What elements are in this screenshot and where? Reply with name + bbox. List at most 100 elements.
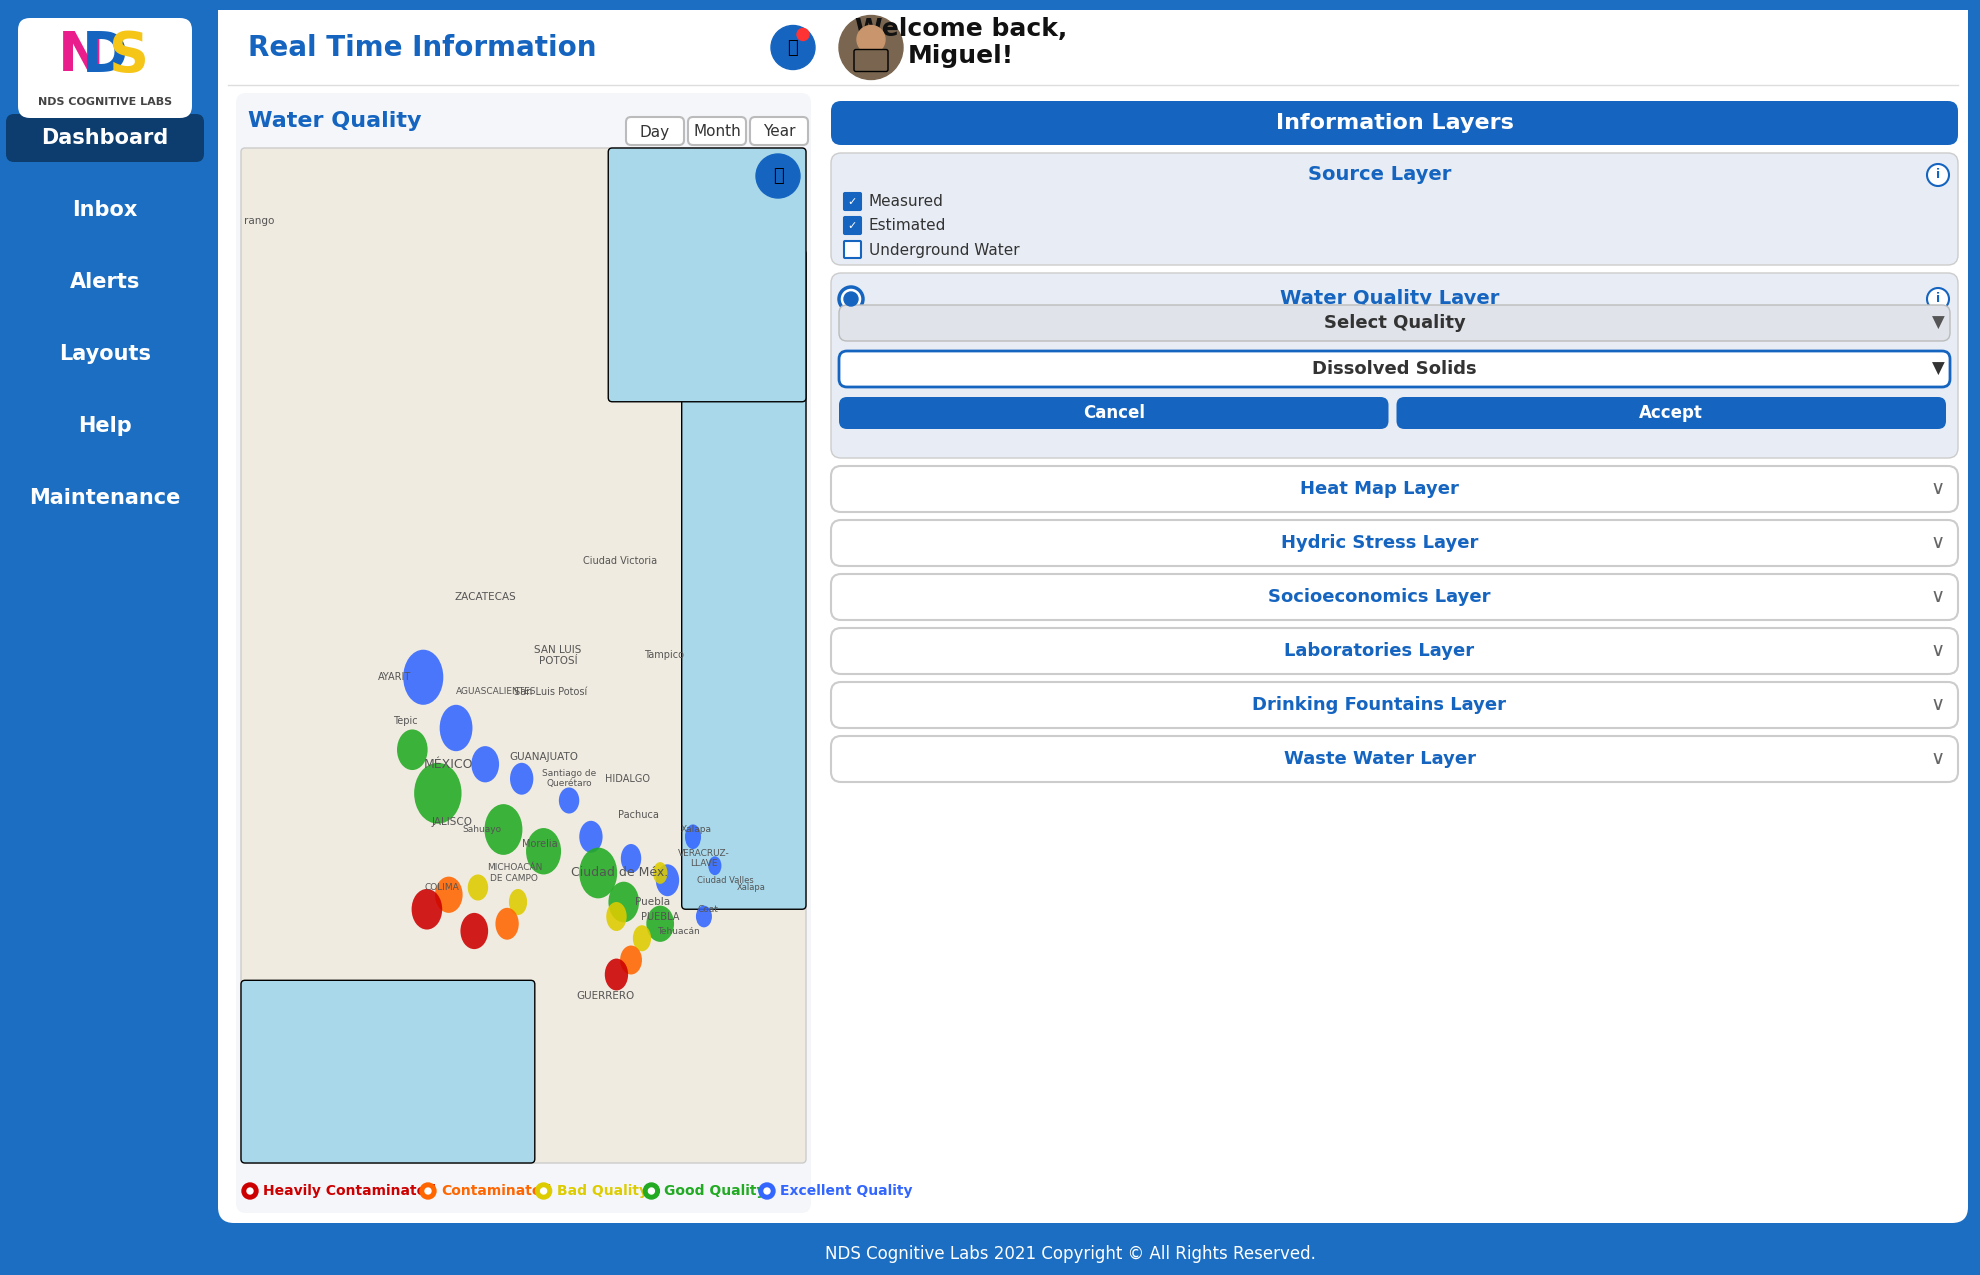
Bar: [0, 1233, 1980, 1275]
Text: HIDALGO: HIDALGO: [604, 774, 649, 784]
Circle shape: [242, 1183, 257, 1198]
Text: MICHOACÁN
DE CAMPO: MICHOACÁN DE CAMPO: [487, 863, 543, 882]
Text: Welcome back,
Miguel!: Welcome back, Miguel!: [855, 17, 1067, 69]
FancyBboxPatch shape: [750, 117, 808, 145]
Ellipse shape: [527, 827, 560, 875]
Text: Heavily Contaminated: Heavily Contaminated: [263, 1184, 436, 1198]
Text: Cancel: Cancel: [1083, 404, 1144, 422]
Ellipse shape: [414, 762, 461, 824]
Circle shape: [644, 1183, 659, 1198]
Text: VERACRUZ-
LLAVE: VERACRUZ- LLAVE: [677, 849, 731, 868]
Text: Dashboard: Dashboard: [42, 128, 168, 148]
Text: ▼: ▼: [1932, 360, 1944, 377]
Ellipse shape: [608, 882, 640, 922]
Text: Measured: Measured: [869, 195, 944, 209]
Ellipse shape: [558, 788, 580, 813]
Text: i: i: [1936, 168, 1940, 181]
Ellipse shape: [440, 705, 473, 751]
Ellipse shape: [511, 762, 533, 794]
FancyBboxPatch shape: [832, 629, 1958, 674]
Text: Ciudad Valles: Ciudad Valles: [697, 876, 754, 885]
FancyBboxPatch shape: [832, 682, 1958, 728]
Ellipse shape: [485, 805, 523, 854]
Circle shape: [840, 287, 863, 311]
Circle shape: [1927, 288, 1948, 310]
Text: Waste Water Layer: Waste Water Layer: [1283, 750, 1475, 768]
Text: GUANAJUATO: GUANAJUATO: [509, 752, 578, 762]
Text: i: i: [1936, 292, 1940, 306]
Ellipse shape: [467, 875, 489, 900]
Circle shape: [756, 154, 800, 198]
Text: NDS COGNITIVE LABS: NDS COGNITIVE LABS: [38, 97, 172, 107]
FancyBboxPatch shape: [218, 10, 1968, 1223]
Text: ✓: ✓: [847, 221, 857, 231]
FancyBboxPatch shape: [843, 241, 861, 258]
Ellipse shape: [471, 746, 499, 783]
Text: ∨: ∨: [1930, 588, 1944, 607]
Text: Pachuca: Pachuca: [618, 810, 659, 820]
Text: ✓: ✓: [847, 198, 857, 207]
Text: D: D: [81, 29, 129, 83]
Text: MÉXICO: MÉXICO: [424, 757, 473, 771]
Text: S: S: [109, 29, 148, 83]
FancyBboxPatch shape: [832, 273, 1958, 458]
Ellipse shape: [412, 889, 442, 929]
Text: Morelia: Morelia: [523, 839, 558, 849]
Ellipse shape: [655, 864, 679, 896]
Text: ∨: ∨: [1930, 750, 1944, 769]
Text: GUERRERO: GUERRERO: [576, 991, 636, 1001]
FancyBboxPatch shape: [843, 217, 861, 235]
Text: ∨: ∨: [1930, 641, 1944, 660]
FancyBboxPatch shape: [843, 193, 861, 210]
Text: AGUASCALIENTES: AGUASCALIENTES: [455, 687, 537, 696]
Text: Water Quality Layer: Water Quality Layer: [1279, 289, 1499, 309]
Text: Good Quality: Good Quality: [665, 1184, 766, 1198]
Text: Real Time Information: Real Time Information: [248, 33, 596, 61]
Text: Sahuayo: Sahuayo: [461, 825, 501, 834]
Ellipse shape: [622, 844, 642, 873]
FancyBboxPatch shape: [832, 101, 1958, 145]
Ellipse shape: [634, 926, 651, 951]
Ellipse shape: [580, 848, 618, 899]
Text: Information Layers: Information Layers: [1275, 113, 1513, 133]
Circle shape: [537, 1183, 552, 1198]
FancyBboxPatch shape: [832, 520, 1958, 566]
Bar: [0, 0, 210, 1233]
Text: Select Quality: Select Quality: [1323, 314, 1465, 332]
FancyBboxPatch shape: [242, 980, 535, 1163]
Text: 🔔: 🔔: [788, 38, 798, 56]
Circle shape: [764, 1188, 770, 1193]
Text: Heat Map Layer: Heat Map Layer: [1301, 479, 1459, 499]
FancyBboxPatch shape: [218, 10, 1968, 85]
Text: PUEBLA: PUEBLA: [642, 912, 679, 922]
Text: Inbox: Inbox: [73, 200, 139, 221]
Circle shape: [758, 1183, 774, 1198]
Text: Xalapa: Xalapa: [737, 884, 766, 892]
FancyBboxPatch shape: [832, 465, 1958, 513]
Ellipse shape: [495, 908, 519, 940]
FancyBboxPatch shape: [840, 305, 1950, 340]
Text: Contaminated: Contaminated: [442, 1184, 550, 1198]
Ellipse shape: [606, 901, 626, 931]
Text: Underground Water: Underground Water: [869, 242, 1020, 258]
Ellipse shape: [709, 857, 721, 875]
Text: NDS Cognitive Labs 2021 Copyright © All Rights Reserved.: NDS Cognitive Labs 2021 Copyright © All …: [824, 1244, 1315, 1264]
Text: JALISCO: JALISCO: [432, 817, 473, 827]
Ellipse shape: [645, 905, 673, 942]
FancyBboxPatch shape: [840, 351, 1950, 388]
Text: Laboratories Layer: Laboratories Layer: [1285, 643, 1475, 660]
Text: Xalapa: Xalapa: [681, 825, 713, 834]
Circle shape: [541, 1188, 546, 1193]
Text: Month: Month: [693, 125, 741, 139]
Text: Source Layer: Source Layer: [1309, 166, 1451, 185]
Ellipse shape: [398, 729, 428, 770]
Text: ZACATECAS: ZACATECAS: [453, 593, 517, 603]
Text: Santiago de
Querétaro: Santiago de Querétaro: [543, 769, 596, 788]
Text: Ciudad Victoria: Ciudad Victoria: [582, 556, 657, 566]
Text: ∨: ∨: [1930, 695, 1944, 714]
FancyBboxPatch shape: [687, 117, 746, 145]
Circle shape: [770, 26, 816, 70]
Ellipse shape: [461, 913, 489, 949]
FancyBboxPatch shape: [681, 250, 806, 909]
Ellipse shape: [436, 877, 463, 913]
